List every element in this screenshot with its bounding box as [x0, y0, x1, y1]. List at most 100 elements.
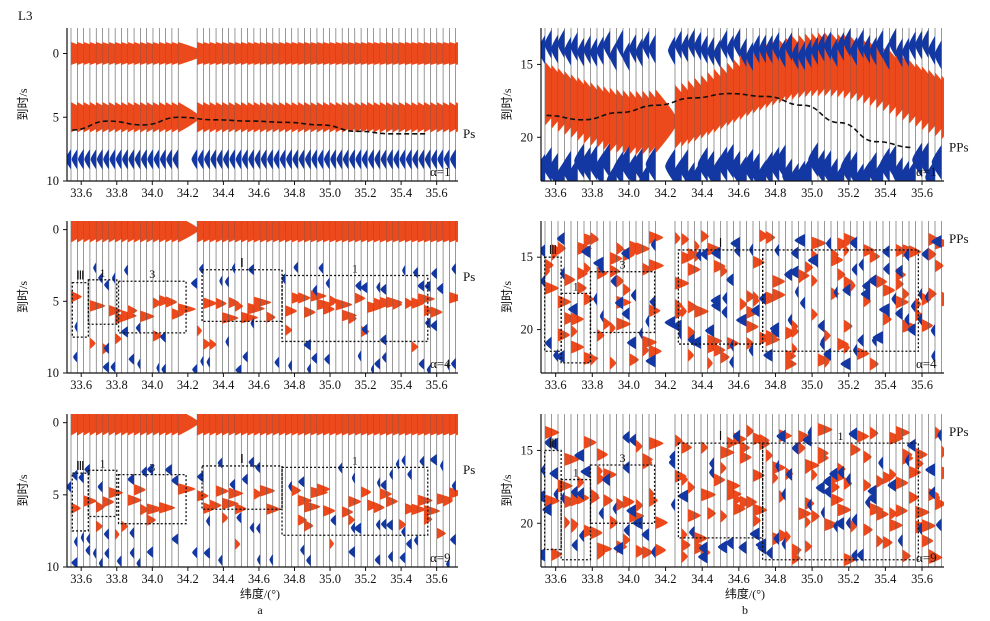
traces-b1: [541, 28, 944, 181]
x-tick-label: 33.6: [545, 186, 567, 200]
negative-wavelet: [342, 149, 349, 170]
x-tick-label: 33.6: [70, 378, 92, 392]
negative-wavelet: [639, 163, 649, 181]
x-tick-label: 35.0: [801, 572, 823, 586]
negative-wavelet: [781, 487, 786, 501]
negative-wavelet: [677, 489, 688, 503]
negative-wavelet: [84, 463, 90, 476]
positive-wavelet: [740, 495, 752, 509]
positive-wavelet: [850, 278, 856, 293]
negative-wavelet: [730, 236, 740, 250]
negative-wavelet: [541, 463, 545, 477]
negative-wavelet: [269, 554, 273, 566]
negative-wavelet: [73, 351, 78, 363]
x-tick-label: 35.4: [874, 186, 897, 200]
negative-wavelet: [583, 35, 591, 65]
negative-wavelet: [548, 437, 558, 451]
positive-wavelet: [746, 495, 758, 509]
y-axis-title: 到时/s: [500, 88, 514, 120]
negative-wavelet: [249, 522, 254, 534]
positive-wavelet: [759, 229, 769, 243]
negative-wavelet: [851, 513, 857, 527]
negative-wavelet: [862, 279, 870, 293]
traces-a3: [67, 414, 458, 567]
positive-wavelet: [883, 283, 896, 297]
positive-wavelet: [323, 505, 336, 517]
negative-wavelet: [774, 243, 779, 257]
negative-wavelet: [651, 545, 656, 559]
anomaly-box: [201, 269, 283, 323]
positive-wavelet: [772, 471, 779, 485]
negative-wavelet: [851, 263, 857, 277]
negative-wavelet: [541, 244, 545, 258]
negative-wavelet: [451, 358, 456, 370]
negative-wavelet: [197, 470, 204, 483]
negative-wavelet: [918, 287, 922, 301]
positive-wavelet: [115, 528, 120, 541]
positive-wavelet: [234, 300, 244, 312]
negative-wavelet: [697, 146, 708, 181]
positive-wavelet: [837, 503, 852, 517]
positive-wavelet: [558, 479, 573, 493]
negative-wavelet: [817, 319, 825, 333]
negative-wavelet: [324, 353, 330, 365]
negative-wavelet: [406, 538, 412, 550]
y-axis-title: 到时/s: [16, 88, 30, 120]
panel-a3: Ⅲ 1 3 Ⅰ 1 33.6 33.8 34.0 34.2 34.4 34.6 34.8 35.0 35.…: [16, 414, 475, 586]
positive-wavelet: [798, 430, 811, 444]
negative-wavelet: [317, 149, 324, 170]
x-tick-label: 34.2: [177, 378, 199, 392]
positive-wavelet: [766, 231, 776, 245]
negative-wavelet: [850, 36, 857, 66]
negative-wavelet: [632, 516, 643, 530]
positive-wavelet: [883, 471, 894, 485]
negative-wavelet: [845, 516, 851, 530]
negative-wavelet: [807, 253, 818, 267]
negative-wavelet: [571, 538, 578, 552]
negative-wavelet: [635, 37, 643, 67]
negative-wavelet: [849, 236, 857, 250]
negative-wavelet: [906, 438, 916, 452]
x-tick-label: 34.2: [655, 186, 677, 200]
negative-wavelet: [876, 29, 883, 59]
positive-wavelet: [558, 328, 570, 342]
positive-wavelet: [902, 287, 910, 301]
positive-wavelet: [707, 356, 713, 370]
positive-wavelet: [178, 483, 196, 495]
negative-wavelet: [544, 436, 552, 450]
negative-wavelet: [223, 149, 229, 170]
positive-wavelet: [127, 304, 138, 317]
negative-wavelet: [361, 149, 368, 170]
negative-wavelet: [273, 149, 280, 170]
negative-wavelet: [843, 28, 851, 58]
negative-wavelet: [749, 527, 760, 541]
negative-wavelet: [921, 29, 929, 59]
negative-wavelet: [616, 29, 623, 59]
negative-wavelet: [303, 339, 311, 351]
positive-wavelet: [545, 258, 554, 272]
positive-wavelet: [152, 297, 162, 309]
x-tick-label: 34.0: [618, 572, 640, 586]
x-tick-label: 33.8: [581, 186, 603, 200]
positive-wavelet: [411, 503, 427, 516]
negative-wavelet: [306, 554, 311, 567]
positive-wavelet: [896, 504, 908, 518]
positive-wavelet: [228, 296, 240, 309]
negative-wavelet: [450, 149, 456, 170]
positive-wavelet: [811, 468, 818, 482]
anomaly-box: [560, 478, 592, 561]
positive-wavelet: [89, 337, 96, 350]
negative-wavelet: [413, 266, 418, 279]
positive-wavelet: [551, 243, 563, 257]
negative-wavelet: [593, 292, 597, 306]
anomaly-box: [762, 442, 920, 561]
positive-wavelet: [850, 519, 857, 533]
positive-wavelet: [178, 303, 196, 315]
x-tick-label: 34.2: [655, 378, 677, 392]
x-tick-label: 34.8: [765, 186, 787, 200]
y-tick-label: 0: [53, 223, 59, 237]
anomaly-box: [589, 464, 656, 524]
negative-wavelet: [192, 363, 198, 373]
negative-wavelet: [626, 153, 636, 181]
positive-wavelet: [348, 514, 355, 526]
